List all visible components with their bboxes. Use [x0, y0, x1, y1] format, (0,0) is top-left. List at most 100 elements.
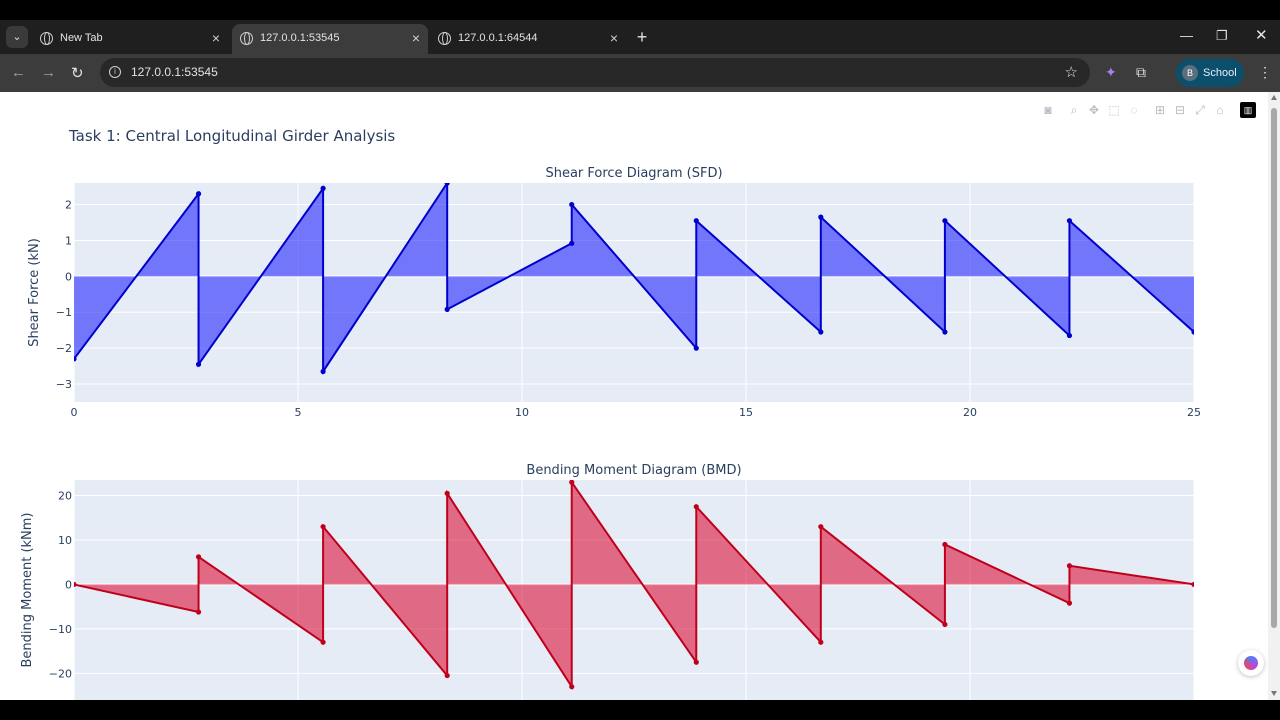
sfd-data-point — [693, 345, 699, 351]
bmd-data-point — [818, 524, 824, 530]
site-info-icon[interactable]: i — [109, 66, 121, 78]
lasso-select-icon[interactable]: ◌ — [1130, 103, 1138, 117]
scroll-up-arrow-icon[interactable] — [1271, 95, 1277, 100]
tab-search-chevron-icon[interactable]: ⌄ — [6, 26, 28, 48]
page-title: Task 1: Central Longitudinal Girder Anal… — [69, 127, 396, 145]
sfd-data-point — [1191, 329, 1194, 335]
tab-active[interactable]: 127.0.0.1:53545 × — [232, 24, 428, 54]
bmd-data-point — [818, 639, 824, 645]
chrome-icon — [40, 32, 53, 45]
gemini-extension-icon[interactable]: ✦ — [1105, 64, 1117, 80]
bmd-y-tick-label: 10 — [58, 534, 72, 547]
forward-icon[interactable]: → — [41, 64, 56, 81]
close-icon[interactable]: × — [411, 30, 420, 46]
bmd-data-point — [569, 480, 575, 485]
bmd-series-line — [74, 480, 1194, 691]
bmd-y-tick-label: −10 — [49, 623, 72, 636]
tab-strip: ⌄ New Tab × 127.0.0.1:53545 × 127.0.0.1:… — [0, 20, 1280, 54]
pan-icon[interactable]: ✥ — [1088, 103, 1100, 117]
sfd-plot-area — [74, 183, 1194, 402]
home-icon[interactable]: ⌂ — [1216, 103, 1224, 117]
back-icon[interactable]: ← — [11, 64, 26, 81]
bmd-data-point — [1066, 563, 1073, 569]
bmd-data-point — [942, 621, 948, 628]
avatar: B — [1182, 65, 1198, 81]
bmd-data-point — [1066, 600, 1073, 606]
zoom-out-icon[interactable]: ⊟ — [1174, 103, 1186, 117]
vertical-scrollbar[interactable] — [1268, 92, 1280, 700]
sfd-x-tick-label: 10 — [515, 406, 529, 419]
sfd-x-tick-label: 0 — [71, 406, 78, 419]
sfd-x-tick-label: 25 — [1187, 406, 1201, 419]
page-content: ◙ ⌕ ✥ ⬚ ◌ ⊞ ⊟ ⤢ ⌂ ▥ Task 1: Central Long… — [0, 92, 1268, 700]
bmd-y-tick-label: −20 — [49, 667, 72, 680]
sfd-y-tick-label: −3 — [56, 378, 72, 391]
sfd-y-axis-label: Shear Force (kN) — [27, 238, 42, 347]
bmd-data-point — [693, 659, 699, 665]
globe-icon — [240, 32, 253, 45]
new-tab-button[interactable]: + — [636, 27, 648, 47]
bmd-data-point — [444, 490, 450, 496]
screen-bottom-edge — [0, 700, 1280, 720]
minimize-icon[interactable]: — — [1180, 28, 1193, 43]
sfd-data-point — [942, 329, 948, 335]
sfd-data-point — [569, 201, 575, 208]
scroll-down-arrow-icon[interactable] — [1271, 691, 1277, 696]
extensions-puzzle-icon[interactable]: ⧉ — [1136, 64, 1146, 80]
zoom-in-icon[interactable]: ⊞ — [1154, 103, 1166, 117]
sfd-x-tick-label: 20 — [963, 406, 977, 419]
sfd-series-line — [74, 183, 1194, 375]
plotly-logo-icon[interactable]: ▥ — [1240, 102, 1256, 118]
camera-icon[interactable]: ◙ — [1044, 103, 1052, 117]
sfd-data-point — [195, 361, 202, 367]
sfd-data-point — [320, 368, 326, 375]
reload-icon[interactable]: ↻ — [71, 65, 84, 82]
bookmark-star-icon[interactable]: ☆ — [1064, 64, 1078, 81]
sfd-data-point — [942, 218, 948, 224]
bmd-plot: −20 −10 0 10 20 Bending Moment (kNm) — [20, 480, 1195, 700]
close-icon[interactable]: × — [211, 30, 220, 46]
sfd-data-point — [569, 240, 575, 246]
window-close-icon[interactable]: ✕ — [1255, 27, 1268, 44]
sfd-y-tick-label: −1 — [56, 306, 72, 319]
box-select-icon[interactable]: ⬚ — [1108, 103, 1120, 117]
sfd-x-tick-label: 15 — [739, 406, 753, 419]
tab-other[interactable]: 127.0.0.1:64544 × — [430, 24, 626, 54]
profile-label: School — [1203, 67, 1237, 79]
sfd-y-tick-label: 1 — [65, 234, 72, 247]
bmd-data-point — [942, 541, 948, 548]
tab-new-tab[interactable]: New Tab × — [32, 24, 228, 54]
scrollbar-thumb[interactable] — [1271, 108, 1277, 628]
bmd-data-point — [444, 672, 450, 679]
sfd-data-point — [1066, 332, 1073, 339]
sfd-data-point — [74, 356, 77, 362]
sfd-data-point — [320, 185, 326, 191]
bmd-y-axis-label: Bending Moment (kNm) — [20, 512, 35, 667]
sfd-data-point — [195, 191, 202, 197]
profile-button[interactable]: B School — [1176, 59, 1244, 87]
sfd-y-tick-label: 0 — [65, 270, 72, 283]
globe-icon — [438, 32, 451, 45]
bmd-data-point — [74, 581, 77, 588]
restore-icon[interactable]: ❐ — [1216, 28, 1228, 43]
zoom-icon[interactable]: ⌕ — [1070, 103, 1078, 117]
browser-toolbar: ← → ↻ i 127.0.0.1:53545 ☆ ✦ ⧉ B School ⋮ — [0, 54, 1280, 92]
bmd-data-point — [320, 639, 326, 645]
sfd-data-point — [444, 306, 450, 312]
bmd-data-point — [195, 554, 202, 560]
url-text: 127.0.0.1:53545 — [131, 65, 218, 79]
sfd-data-point — [818, 329, 824, 335]
address-bar[interactable]: i 127.0.0.1:53545 ☆ — [100, 58, 1090, 87]
sfd-y-tick-label: 2 — [65, 199, 72, 212]
kebab-menu-icon[interactable]: ⋮ — [1258, 64, 1272, 80]
assistant-brain-icon[interactable] — [1238, 650, 1264, 676]
close-icon[interactable]: × — [609, 30, 618, 46]
bmd-data-point — [320, 524, 326, 530]
autoscale-icon[interactable]: ⤢ — [1195, 103, 1205, 117]
bmd-plot-area — [74, 480, 1194, 700]
sfd-x-tick-label: 5 — [295, 406, 302, 419]
tab-label: New Tab — [60, 32, 103, 44]
tab-label: 127.0.0.1:64544 — [458, 32, 538, 44]
